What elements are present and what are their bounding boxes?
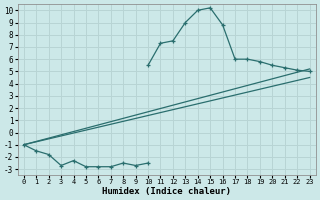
X-axis label: Humidex (Indice chaleur): Humidex (Indice chaleur) [102, 187, 231, 196]
